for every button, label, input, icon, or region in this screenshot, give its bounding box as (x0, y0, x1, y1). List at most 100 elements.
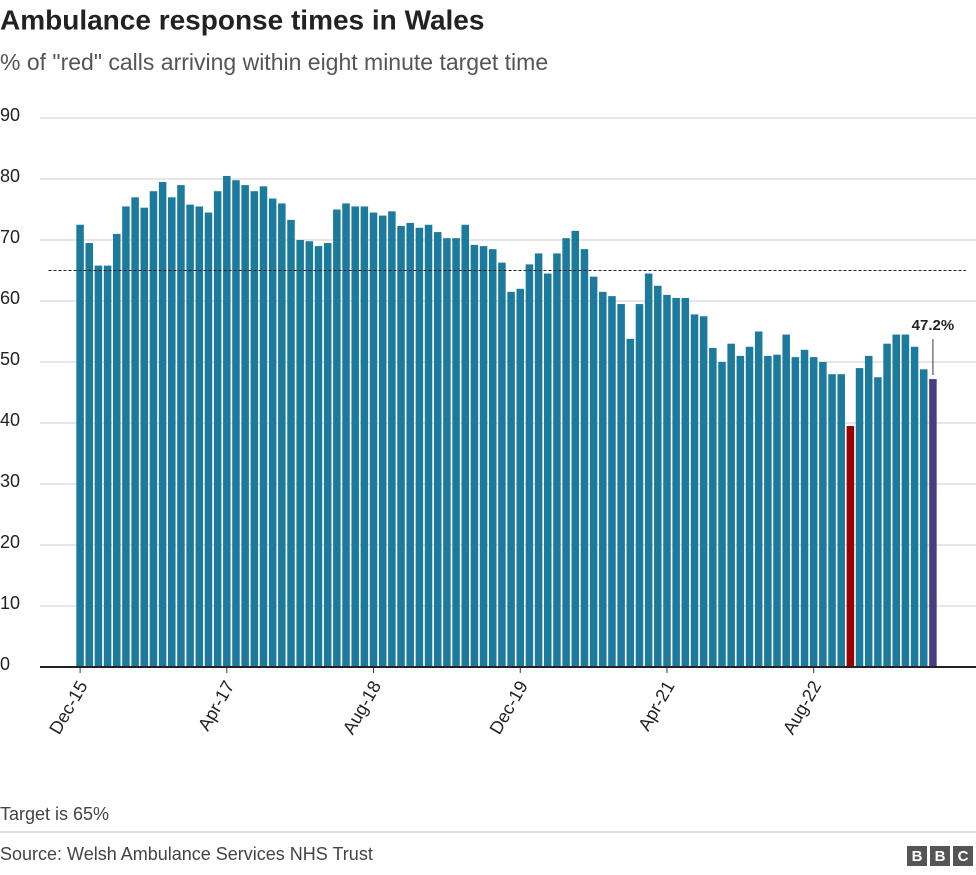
bar (305, 241, 314, 667)
bar (864, 355, 873, 667)
bar (874, 377, 882, 667)
bar (351, 206, 359, 667)
bar (837, 374, 845, 667)
bar (516, 288, 525, 667)
bar (718, 362, 726, 667)
bar (892, 334, 900, 667)
bar (85, 243, 94, 668)
bar (122, 206, 130, 667)
y-tick-label: 30 (0, 471, 20, 491)
chart-title: Ambulance response times in Wales (0, 4, 484, 35)
bar (168, 197, 176, 668)
bar (855, 368, 864, 667)
bar (424, 224, 433, 667)
bar (617, 304, 625, 667)
bar (910, 346, 919, 667)
bar (433, 232, 442, 667)
logo-box (930, 846, 950, 866)
bar (223, 175, 231, 667)
bar (314, 246, 323, 667)
bar (323, 243, 332, 668)
bar (507, 291, 515, 667)
bar (809, 357, 818, 667)
bar (626, 338, 635, 667)
bar (727, 343, 735, 667)
y-tick-label: 40 (0, 410, 20, 430)
bar (534, 253, 543, 668)
x-tick-label: Dec-15 (45, 677, 91, 737)
bar (709, 347, 717, 667)
bar (681, 297, 690, 667)
bar (287, 219, 295, 667)
logo-letter: B (935, 848, 946, 865)
bar (158, 182, 167, 668)
bar (488, 249, 497, 667)
bar (608, 296, 616, 667)
bar (589, 276, 598, 667)
bar (571, 230, 580, 667)
x-tick-label: Aug-22 (779, 677, 825, 737)
bar (736, 355, 745, 667)
bar (699, 316, 708, 667)
bar (278, 203, 286, 667)
chart-subtitle: % of "red" calls arriving within eight m… (0, 49, 548, 75)
bar (479, 246, 488, 667)
bar (544, 273, 552, 667)
bar (782, 334, 790, 667)
bar (186, 204, 194, 667)
bar (901, 334, 910, 667)
source: Source: Welsh Ambulance Services NHS Tru… (0, 844, 373, 864)
bar (644, 273, 653, 667)
bar (415, 227, 424, 668)
logo-letter: C (958, 848, 969, 865)
bar (149, 191, 158, 667)
bar (754, 331, 763, 667)
bar (846, 426, 855, 667)
bar (443, 238, 451, 668)
bar (654, 285, 662, 667)
value-label: 47.2% (912, 317, 955, 334)
bar (296, 240, 304, 667)
y-tick-label: 90 (0, 105, 20, 125)
bar (470, 244, 479, 667)
bar (672, 297, 680, 667)
note: Target is 65% (0, 804, 109, 824)
bar (103, 265, 112, 667)
bar (94, 265, 103, 667)
logo-box (953, 846, 973, 866)
bar (819, 362, 827, 667)
bar (800, 349, 809, 667)
bar (883, 343, 891, 667)
x-tick-label: Aug-18 (339, 677, 385, 737)
y-tick-label: 0 (0, 654, 10, 674)
bar (333, 209, 341, 667)
bar (525, 264, 534, 667)
y-tick-label: 20 (0, 532, 20, 552)
bar (241, 185, 249, 667)
bar (388, 211, 396, 667)
bar (553, 253, 561, 668)
x-tick-label: Dec-19 (485, 677, 531, 737)
bar (76, 224, 84, 667)
y-tick-label: 80 (0, 166, 20, 186)
y-tick-label: 60 (0, 288, 20, 308)
bar (452, 238, 460, 668)
bar (177, 185, 185, 667)
y-tick-label: 70 (0, 227, 20, 247)
logo-letter: B (912, 848, 923, 865)
bar (580, 249, 589, 667)
bar (204, 212, 213, 668)
bar (773, 354, 781, 667)
bar (690, 314, 699, 667)
bar (663, 294, 671, 667)
bar (131, 197, 139, 668)
bar (250, 191, 259, 667)
x-tick-label: Apr-21 (634, 677, 678, 734)
bar (745, 346, 754, 667)
bar (232, 180, 240, 667)
bar (764, 355, 772, 667)
bar (213, 191, 222, 667)
bar (259, 186, 268, 667)
bar (397, 225, 405, 667)
bar (369, 212, 378, 668)
